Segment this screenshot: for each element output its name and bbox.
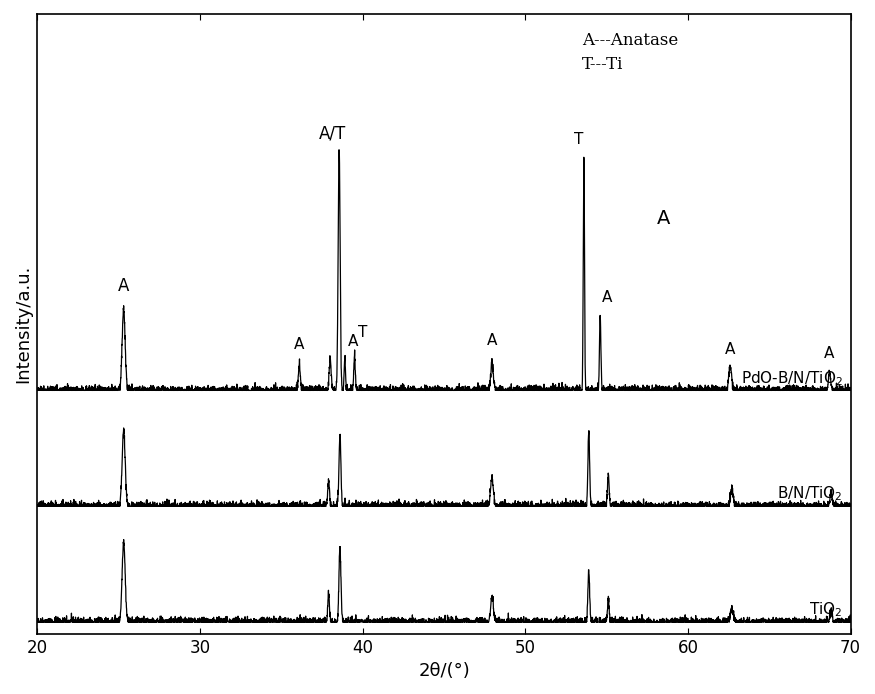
Text: A: A [657, 209, 670, 228]
Y-axis label: Intensity/a.u.: Intensity/a.u. [14, 264, 31, 383]
Text: T: T [574, 132, 584, 147]
Text: TiO$_2$: TiO$_2$ [809, 600, 843, 619]
Text: A: A [601, 290, 612, 305]
Text: B/N/TiO$_2$: B/N/TiO$_2$ [777, 484, 843, 503]
Text: A: A [487, 333, 497, 348]
Text: A---Anatase
T---Ti: A---Anatase T---Ti [582, 33, 678, 73]
Text: A: A [118, 278, 130, 296]
Text: A: A [294, 337, 304, 353]
Text: A: A [347, 334, 358, 349]
X-axis label: 2θ/(°): 2θ/(°) [418, 662, 470, 680]
Text: A: A [824, 346, 835, 362]
Text: PdO-B/N/TiO$_2$: PdO-B/N/TiO$_2$ [740, 369, 843, 387]
Text: T: T [358, 325, 368, 339]
Text: A: A [725, 341, 736, 357]
Text: A/T: A/T [319, 124, 346, 142]
